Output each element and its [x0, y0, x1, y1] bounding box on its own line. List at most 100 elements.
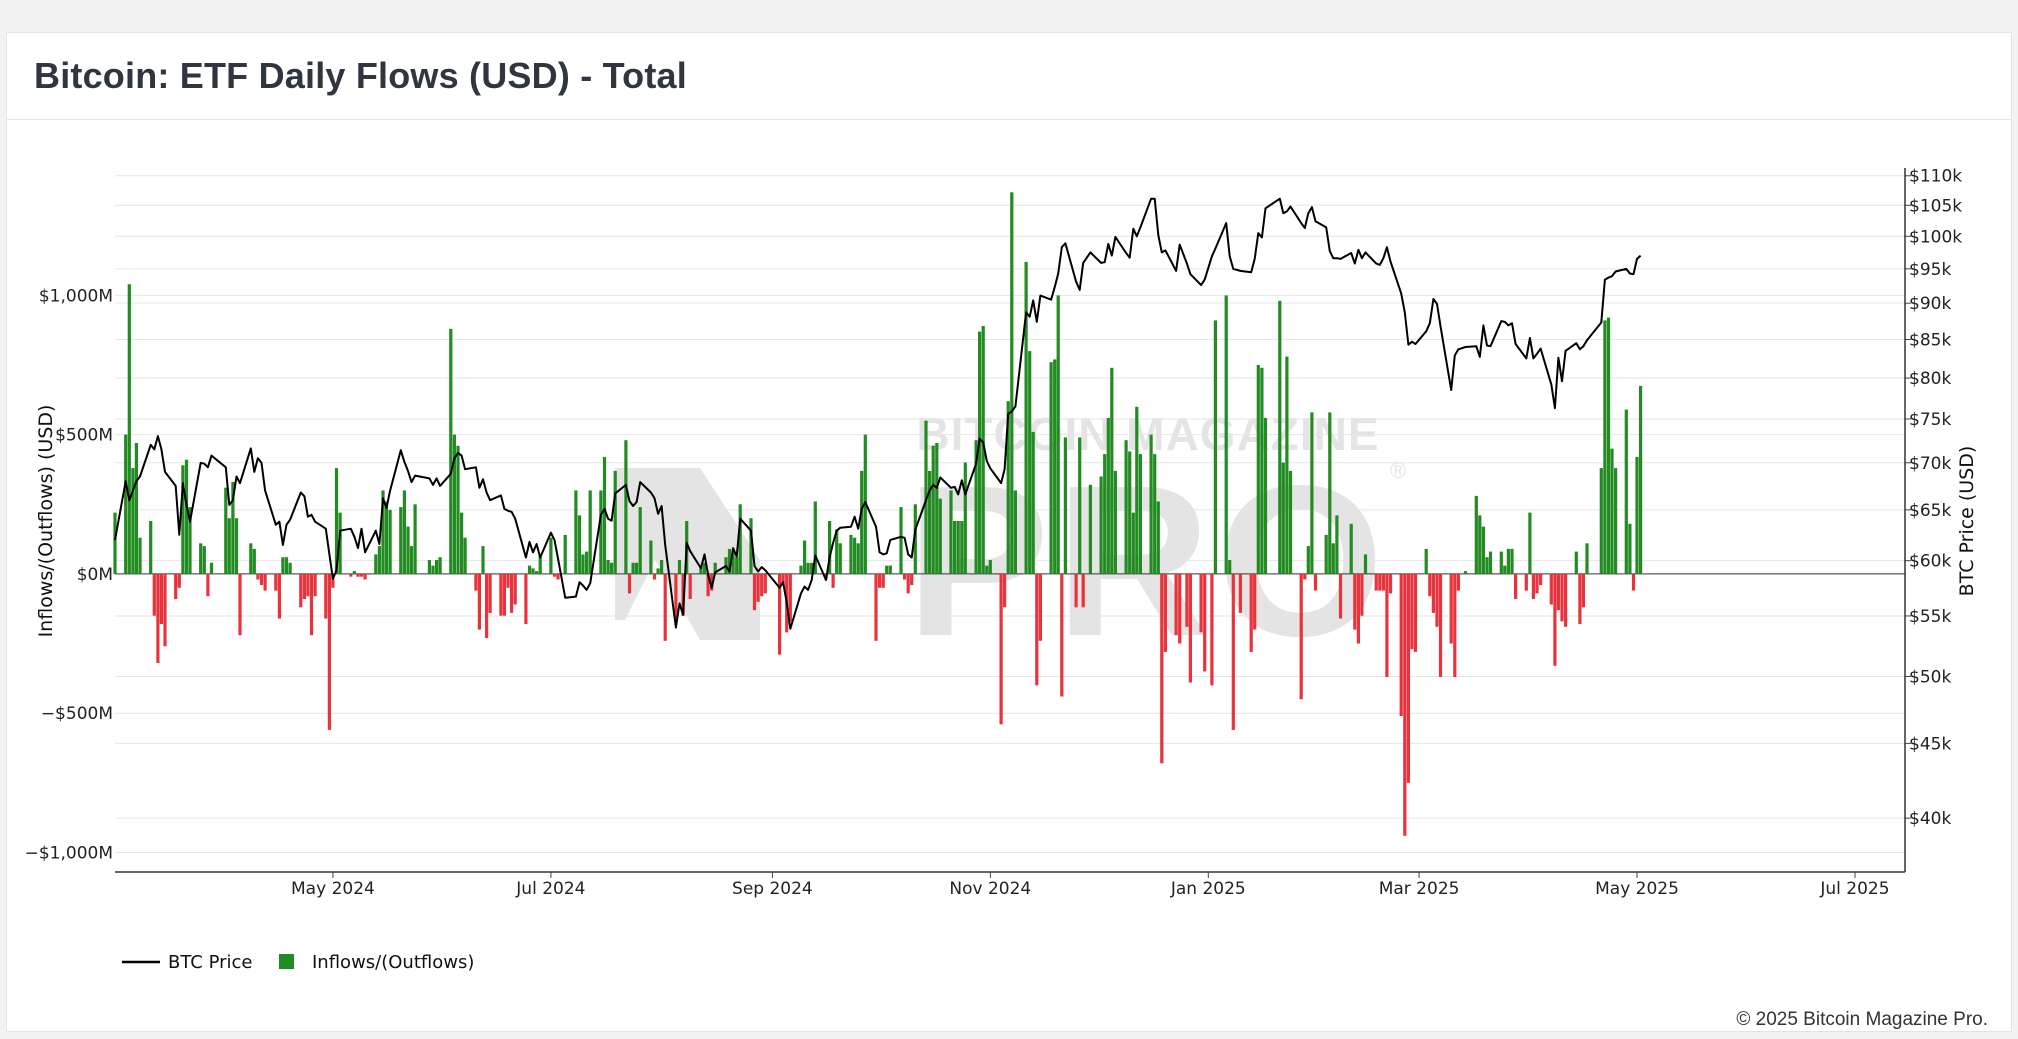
- outflow-bar: [1356, 573, 1360, 644]
- inflow-bar: [481, 546, 485, 574]
- card-header: Bitcoin: ETF Daily Flows (USD) - Total: [7, 33, 2011, 120]
- inflow-bar: [1006, 401, 1010, 574]
- inflow-bar: [1053, 359, 1057, 574]
- inflow-bar: [677, 560, 682, 574]
- outflow-bar: [1406, 573, 1410, 783]
- inflow-bar: [1331, 543, 1335, 574]
- inflow-bar: [978, 331, 982, 574]
- outflow-bar: [159, 573, 163, 624]
- x-tick-label: May 2024: [291, 879, 375, 899]
- inflow-bar: [935, 443, 939, 574]
- outflow-bar: [356, 573, 360, 577]
- outflow-bar: [1403, 573, 1407, 836]
- outflow-bar: [999, 573, 1003, 725]
- inflow-bar: [885, 565, 889, 574]
- x-tick-label: Nov 2024: [949, 879, 1031, 899]
- outflow-bar: [1203, 573, 1207, 672]
- x-tick-label: Sep 2024: [732, 879, 813, 899]
- outflow-bar: [1249, 573, 1253, 652]
- outflow-bar: [309, 573, 314, 636]
- inflow-bar: [1278, 300, 1282, 574]
- outflow-bar: [1410, 573, 1414, 650]
- y-right-tick-label: $60k: [1909, 552, 1951, 572]
- inflow-bar: [1310, 412, 1314, 574]
- inflow-bar: [888, 565, 892, 574]
- legend-label-btc-price: BTC Price: [168, 952, 253, 973]
- y-left-tick-label: $500M: [55, 426, 113, 446]
- inflow-bar: [1153, 454, 1157, 574]
- inflow-bar: [449, 328, 453, 574]
- outflow-bar: [1060, 573, 1064, 697]
- legend: BTC Price Inflows/(Outflows): [122, 952, 474, 973]
- inflow-bar: [574, 490, 578, 574]
- x-tick-label: Jan 2025: [1170, 879, 1246, 899]
- outflow-bar: [906, 573, 910, 594]
- inflow-bar: [928, 470, 932, 574]
- outflow-bar: [524, 573, 528, 624]
- outflow-bar: [206, 573, 210, 597]
- outflow-bar: [1514, 573, 1518, 599]
- inflow-bar: [402, 490, 406, 574]
- inflow-bar: [338, 512, 342, 574]
- outflow-bar: [781, 573, 785, 585]
- inflow-bar: [974, 440, 978, 574]
- inflow-bar: [1481, 526, 1485, 574]
- inflow-bar: [835, 529, 839, 574]
- inflow-bar: [713, 562, 717, 574]
- inflow-bar: [131, 468, 135, 574]
- inflow-bar: [1124, 440, 1128, 574]
- outflow-bar: [763, 573, 767, 594]
- inflow-bar: [381, 490, 385, 574]
- y-right-tick-label: $75k: [1909, 410, 1951, 430]
- btc-price-line: [114, 197, 1642, 630]
- outflow-bar: [1381, 573, 1385, 591]
- outflow-bar: [1524, 573, 1528, 591]
- inflow-bar: [1213, 320, 1217, 574]
- outflow-bar: [752, 573, 757, 611]
- outflow-bar: [1178, 573, 1182, 644]
- inflow-bar: [849, 534, 853, 574]
- outflow-bar: [156, 573, 160, 663]
- inflow-bar: [702, 562, 707, 574]
- copyright: © 2025 Bitcoin Magazine Pro.: [1736, 1009, 1988, 1030]
- inflow-bar: [452, 434, 456, 574]
- inflow-bar: [1624, 409, 1628, 574]
- inflow-bar: [435, 560, 439, 574]
- inflow-bar: [334, 468, 339, 574]
- outflow-bar: [878, 573, 882, 588]
- outflow-bar: [674, 573, 678, 622]
- inflow-bar: [1610, 448, 1614, 574]
- outflow-bar: [277, 573, 281, 619]
- inflow-bar: [1606, 317, 1611, 574]
- inflow-bar: [1585, 543, 1589, 574]
- outflow-bar: [174, 573, 178, 599]
- inflow-bar: [613, 470, 617, 574]
- outflow-bar: [306, 573, 310, 597]
- outflow-bar: [831, 573, 835, 588]
- outflow-bar: [488, 573, 492, 613]
- inflow-bar: [853, 537, 857, 574]
- inflow-bar: [981, 326, 985, 574]
- flow-bars: [113, 192, 1643, 836]
- outflow-bar: [1238, 573, 1242, 613]
- outflow-bar: [1035, 573, 1039, 686]
- x-tick-label: May 2025: [1595, 879, 1679, 899]
- outflow-bar: [1360, 573, 1364, 616]
- inflow-bar: [1349, 523, 1353, 574]
- inflow-bar: [1056, 295, 1060, 574]
- inflow-bar: [1078, 437, 1082, 574]
- inflow-bar: [281, 557, 285, 574]
- inflow-bar: [113, 512, 117, 574]
- inflow-bar: [438, 557, 442, 574]
- y-left-tick-label: −$1,000M: [25, 844, 113, 864]
- outflow-bar: [331, 573, 335, 588]
- y-right-tick-label: $65k: [1909, 501, 1951, 521]
- outflow-bar: [327, 573, 331, 730]
- inflow-bar: [1106, 417, 1110, 574]
- outflow-bar: [652, 573, 657, 580]
- y-right-tick-label: $100k: [1909, 227, 1962, 247]
- outflow-bar: [1453, 573, 1457, 677]
- inflow-bar: [138, 537, 142, 574]
- inflow-bar: [985, 565, 989, 574]
